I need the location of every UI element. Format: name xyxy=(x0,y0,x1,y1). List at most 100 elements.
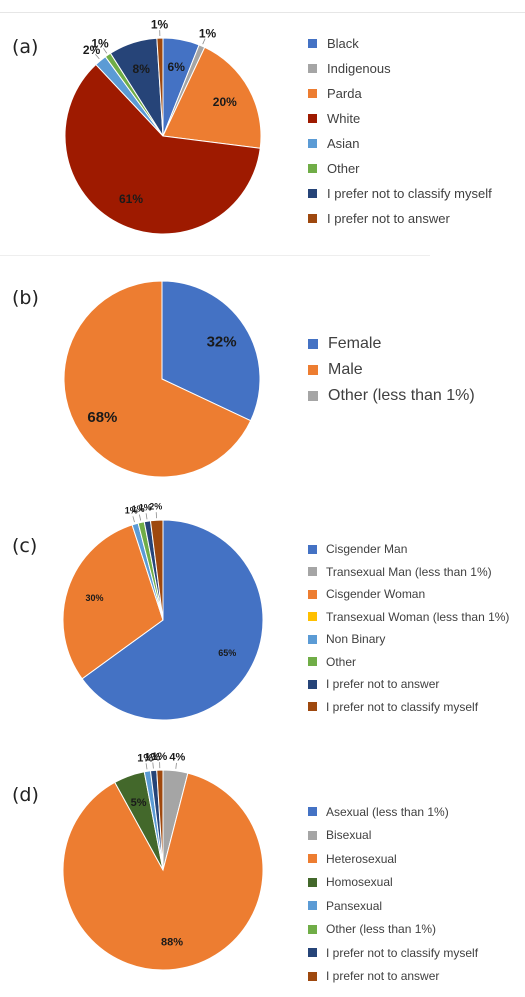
slice-data-label: 4% xyxy=(169,752,185,764)
panel-label-b: (b) xyxy=(12,287,39,309)
legend-b: Female Male Other (less than 1%) xyxy=(308,331,475,409)
slice-data-label: 61% xyxy=(119,192,143,206)
legend-item: I prefer not to answer xyxy=(308,206,492,231)
legend-item: I prefer not to classify myself xyxy=(308,181,492,206)
legend-swatch xyxy=(308,365,318,375)
pie-slice-i-prefer-not-to-answer xyxy=(143,520,164,621)
legend-swatch xyxy=(308,567,317,577)
legend-label: Bisexual xyxy=(326,828,372,843)
legend-swatch xyxy=(308,948,317,958)
legend-label: Heterosexual xyxy=(326,851,397,866)
legend-item: Cisgender Woman xyxy=(308,583,509,606)
legend-swatch xyxy=(308,807,317,817)
legend-item: Parda xyxy=(308,81,492,106)
leader-line xyxy=(202,38,206,45)
legend-swatch xyxy=(308,971,317,981)
pie-slice-non-binary xyxy=(131,522,164,621)
legend-label: Other xyxy=(327,161,360,176)
pie-slice-cisgender-man xyxy=(81,519,264,721)
legend-item: Bisexual xyxy=(308,824,478,848)
pie-slice-i-prefer-not-to-classify-myself xyxy=(149,769,164,871)
legend-item: Cisgender Man xyxy=(308,538,509,561)
legend-item: Indigenous xyxy=(308,56,492,81)
legend-label: I prefer not to classify myself xyxy=(326,699,479,714)
legend-item: Other (less than 1%) xyxy=(308,918,478,942)
legend-swatch xyxy=(308,214,317,223)
legend-swatch xyxy=(308,854,317,864)
legend-label: Male xyxy=(328,361,363,378)
panel-divider xyxy=(0,255,430,256)
legend-label: Parda xyxy=(327,86,362,101)
leader-line xyxy=(95,54,100,60)
slice-data-label: 32% xyxy=(207,333,237,350)
legend-label: Female xyxy=(328,335,382,352)
pie-slice-heterosexual xyxy=(62,772,264,971)
legend-item: Non Binary xyxy=(308,628,509,651)
legend-swatch xyxy=(308,830,317,840)
legend-swatch xyxy=(308,924,317,934)
panel-label-d: (d) xyxy=(12,784,39,806)
legend-a: Black Indigenous Parda White Asian Other I pre… xyxy=(308,31,492,231)
slice-data-label: 2% xyxy=(83,43,101,57)
slice-data-label: 68% xyxy=(87,409,117,426)
pie-slice-parda xyxy=(162,46,262,149)
legend-label: Non Binary xyxy=(326,632,386,647)
legend-item: White xyxy=(308,106,492,131)
slice-data-label: 30% xyxy=(85,593,103,603)
legend-item: I prefer not to classify myself xyxy=(308,696,509,719)
leader-line xyxy=(152,762,154,769)
legend-swatch xyxy=(308,877,317,887)
legend-label: I prefer not to answer xyxy=(326,969,440,984)
pie-chart-a: 6%1%20%61%2%1%8%1% xyxy=(64,17,262,235)
legend-label: Other (less than 1%) xyxy=(326,922,437,937)
pie-slice-male xyxy=(63,280,252,478)
legend-label: I prefer not to classify myself xyxy=(326,945,479,960)
leader-line xyxy=(139,514,142,521)
legend-swatch xyxy=(308,89,317,98)
pie-slice-cisgender-woman xyxy=(62,524,164,680)
legend-swatch xyxy=(308,702,317,712)
pie-slice-i-prefer-not-to-answer xyxy=(156,769,164,871)
pie-slice-homosexual xyxy=(114,771,164,871)
legend-item: Heterosexual xyxy=(308,847,478,871)
legend-item: Male xyxy=(308,357,475,383)
legend-item: Other xyxy=(308,156,492,181)
legend-label: Transexual Woman (less than 1%) xyxy=(326,609,510,624)
pie-slice-white xyxy=(64,63,261,235)
legend-label: Transexual Man (less than 1%) xyxy=(326,564,492,579)
legend-swatch xyxy=(308,679,317,689)
legend-label: Pansexual xyxy=(326,898,383,913)
slice-data-label: 1% xyxy=(199,26,217,40)
slice-data-label: 1% xyxy=(137,752,153,764)
pie-slice-i-prefer-not-to-answer xyxy=(156,37,164,137)
legend-item: Transexual Man (less than 1%) xyxy=(308,561,509,584)
legend-swatch xyxy=(308,339,318,349)
legend-label: Indigenous xyxy=(327,61,391,76)
top-divider xyxy=(0,12,525,13)
legend-label: Asian xyxy=(327,136,360,151)
legend-item: I prefer not to classify myself xyxy=(308,941,478,965)
legend-item: Other xyxy=(308,651,509,674)
slice-data-label: 88% xyxy=(161,936,183,948)
legend-label: Black xyxy=(327,36,359,51)
slice-data-label: 1% xyxy=(151,17,169,31)
legend-d: Asexual (less than 1%) Bisexual Heterosexu… xyxy=(308,800,478,988)
legend-item: I prefer not to answer xyxy=(308,965,478,989)
legend-label: I prefer not to answer xyxy=(326,677,440,692)
legend-swatch xyxy=(308,139,317,148)
legend-item: Other (less than 1%) xyxy=(308,383,475,409)
legend-label: Other (less than 1%) xyxy=(328,387,475,404)
pie-slice-other xyxy=(137,521,164,621)
leader-line xyxy=(103,48,108,54)
legend-item: Homosexual xyxy=(308,871,478,895)
legend-swatch xyxy=(308,589,317,599)
slice-data-label: 1% xyxy=(151,751,167,763)
leader-line xyxy=(175,762,177,769)
legend-label: Asexual (less than 1%) xyxy=(326,804,449,819)
legend-swatch xyxy=(308,657,317,667)
slice-data-label: 20% xyxy=(213,95,237,109)
legend-item: Asian xyxy=(308,131,492,156)
legend-label: I prefer not to answer xyxy=(327,211,450,226)
legend-swatch xyxy=(308,612,317,622)
legend-label: Other xyxy=(326,654,357,669)
